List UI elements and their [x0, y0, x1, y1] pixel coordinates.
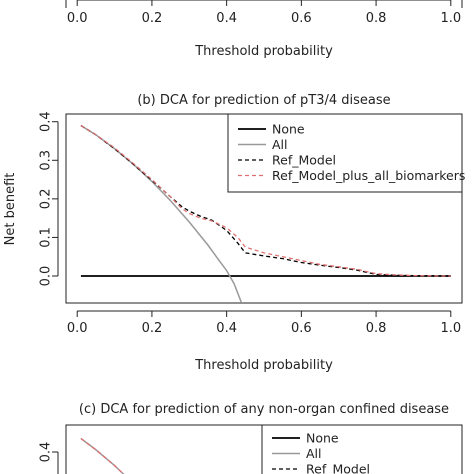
- panel-c-legend: NoneAllRef_ModelRef_Model_plus_all_bioma…: [261, 424, 463, 474]
- panel-b-series-ref-model: [80, 125, 451, 277]
- panel-b-y-tick-label: 0.3: [39, 150, 54, 171]
- panel-b-x-tick-label: 1.0: [440, 321, 461, 336]
- panel-a-x-tick-label: 0.0: [67, 11, 88, 26]
- panel-c-y-tick-label: 0.4: [39, 442, 54, 463]
- panel-a-x-tick-label: 0.2: [142, 11, 163, 26]
- panel-b-title: (b) DCA for prediction of pT3/4 disease: [137, 93, 390, 108]
- panel-c-y-ticks: 0.4: [39, 442, 59, 474]
- panel-a-x-ticks: 0.0 0.2 0.4 0.6 0.8 1.0: [67, 0, 461, 26]
- panel-c-legend-label: None: [306, 431, 339, 446]
- panel-b-series: [80, 124, 451, 303]
- panel-a: 0.0 0.2 0.4 0.6 0.8 1.0 Threshold probability: [65, 0, 463, 59]
- panel-c: (c) DCA for prediction of any non-organ …: [39, 402, 463, 474]
- panel-b-legend-label: Ref_Model: [272, 153, 336, 168]
- panel-b-x-tick-label: 0.6: [291, 321, 312, 336]
- panel-a-x-tick-label: 0.8: [366, 11, 387, 26]
- panel-a-x-tick-label: 1.0: [440, 11, 461, 26]
- panel-c-series-ref-model-plus-all-biomarkers: [80, 437, 125, 474]
- panel-b-y-tick-label: 0.4: [39, 111, 54, 132]
- panel-c-legend-label: All: [306, 446, 322, 461]
- panel-b-y-tick-label: 0.2: [39, 189, 54, 210]
- panel-b-legend-label: All: [272, 137, 288, 152]
- panel-c-series: [80, 437, 125, 474]
- panel-a-x-tick-label: 0.6: [291, 11, 312, 26]
- panel-b-y-axis-label: Net benefit: [3, 173, 18, 246]
- panel-b-x-tick-label: 0.2: [142, 321, 163, 336]
- panel-a-x-tick-label: 0.4: [216, 11, 237, 26]
- panel-b-legend: NoneAllRef_ModelRef_Model_plus_all_bioma…: [227, 113, 465, 193]
- panel-b-y-tick-label: 0.0: [39, 266, 54, 287]
- panel-b-x-axis-label: Threshold probability: [194, 358, 333, 373]
- panel-b: (b) DCA for prediction of pT3/4 disease …: [3, 93, 465, 373]
- panel-c-title: (c) DCA for prediction of any non-organ …: [79, 402, 449, 417]
- panel-b-x-tick-label: 0.8: [366, 321, 387, 336]
- panel-c-legend-label: Ref_Model: [306, 462, 370, 474]
- panel-b-x-tick-label: 0.4: [216, 321, 237, 336]
- panel-a-x-axis-label: Threshold probability: [194, 44, 333, 59]
- panel-b-x-ticks: 0.0 0.2 0.4 0.6 0.8 1.0: [67, 310, 461, 336]
- panel-c-legend-box: [261, 424, 463, 474]
- panel-b-legend-label: None: [272, 122, 305, 137]
- panel-b-x-tick-label: 0.0: [67, 321, 88, 336]
- panel-b-y-ticks: 0.0 0.1 0.2 0.3 0.4: [39, 111, 59, 286]
- panel-b-legend-box: [227, 113, 463, 193]
- panel-b-legend-label: Ref_Model_plus_all_biomarkers: [272, 168, 465, 183]
- panel-b-y-tick-label: 0.1: [39, 227, 54, 248]
